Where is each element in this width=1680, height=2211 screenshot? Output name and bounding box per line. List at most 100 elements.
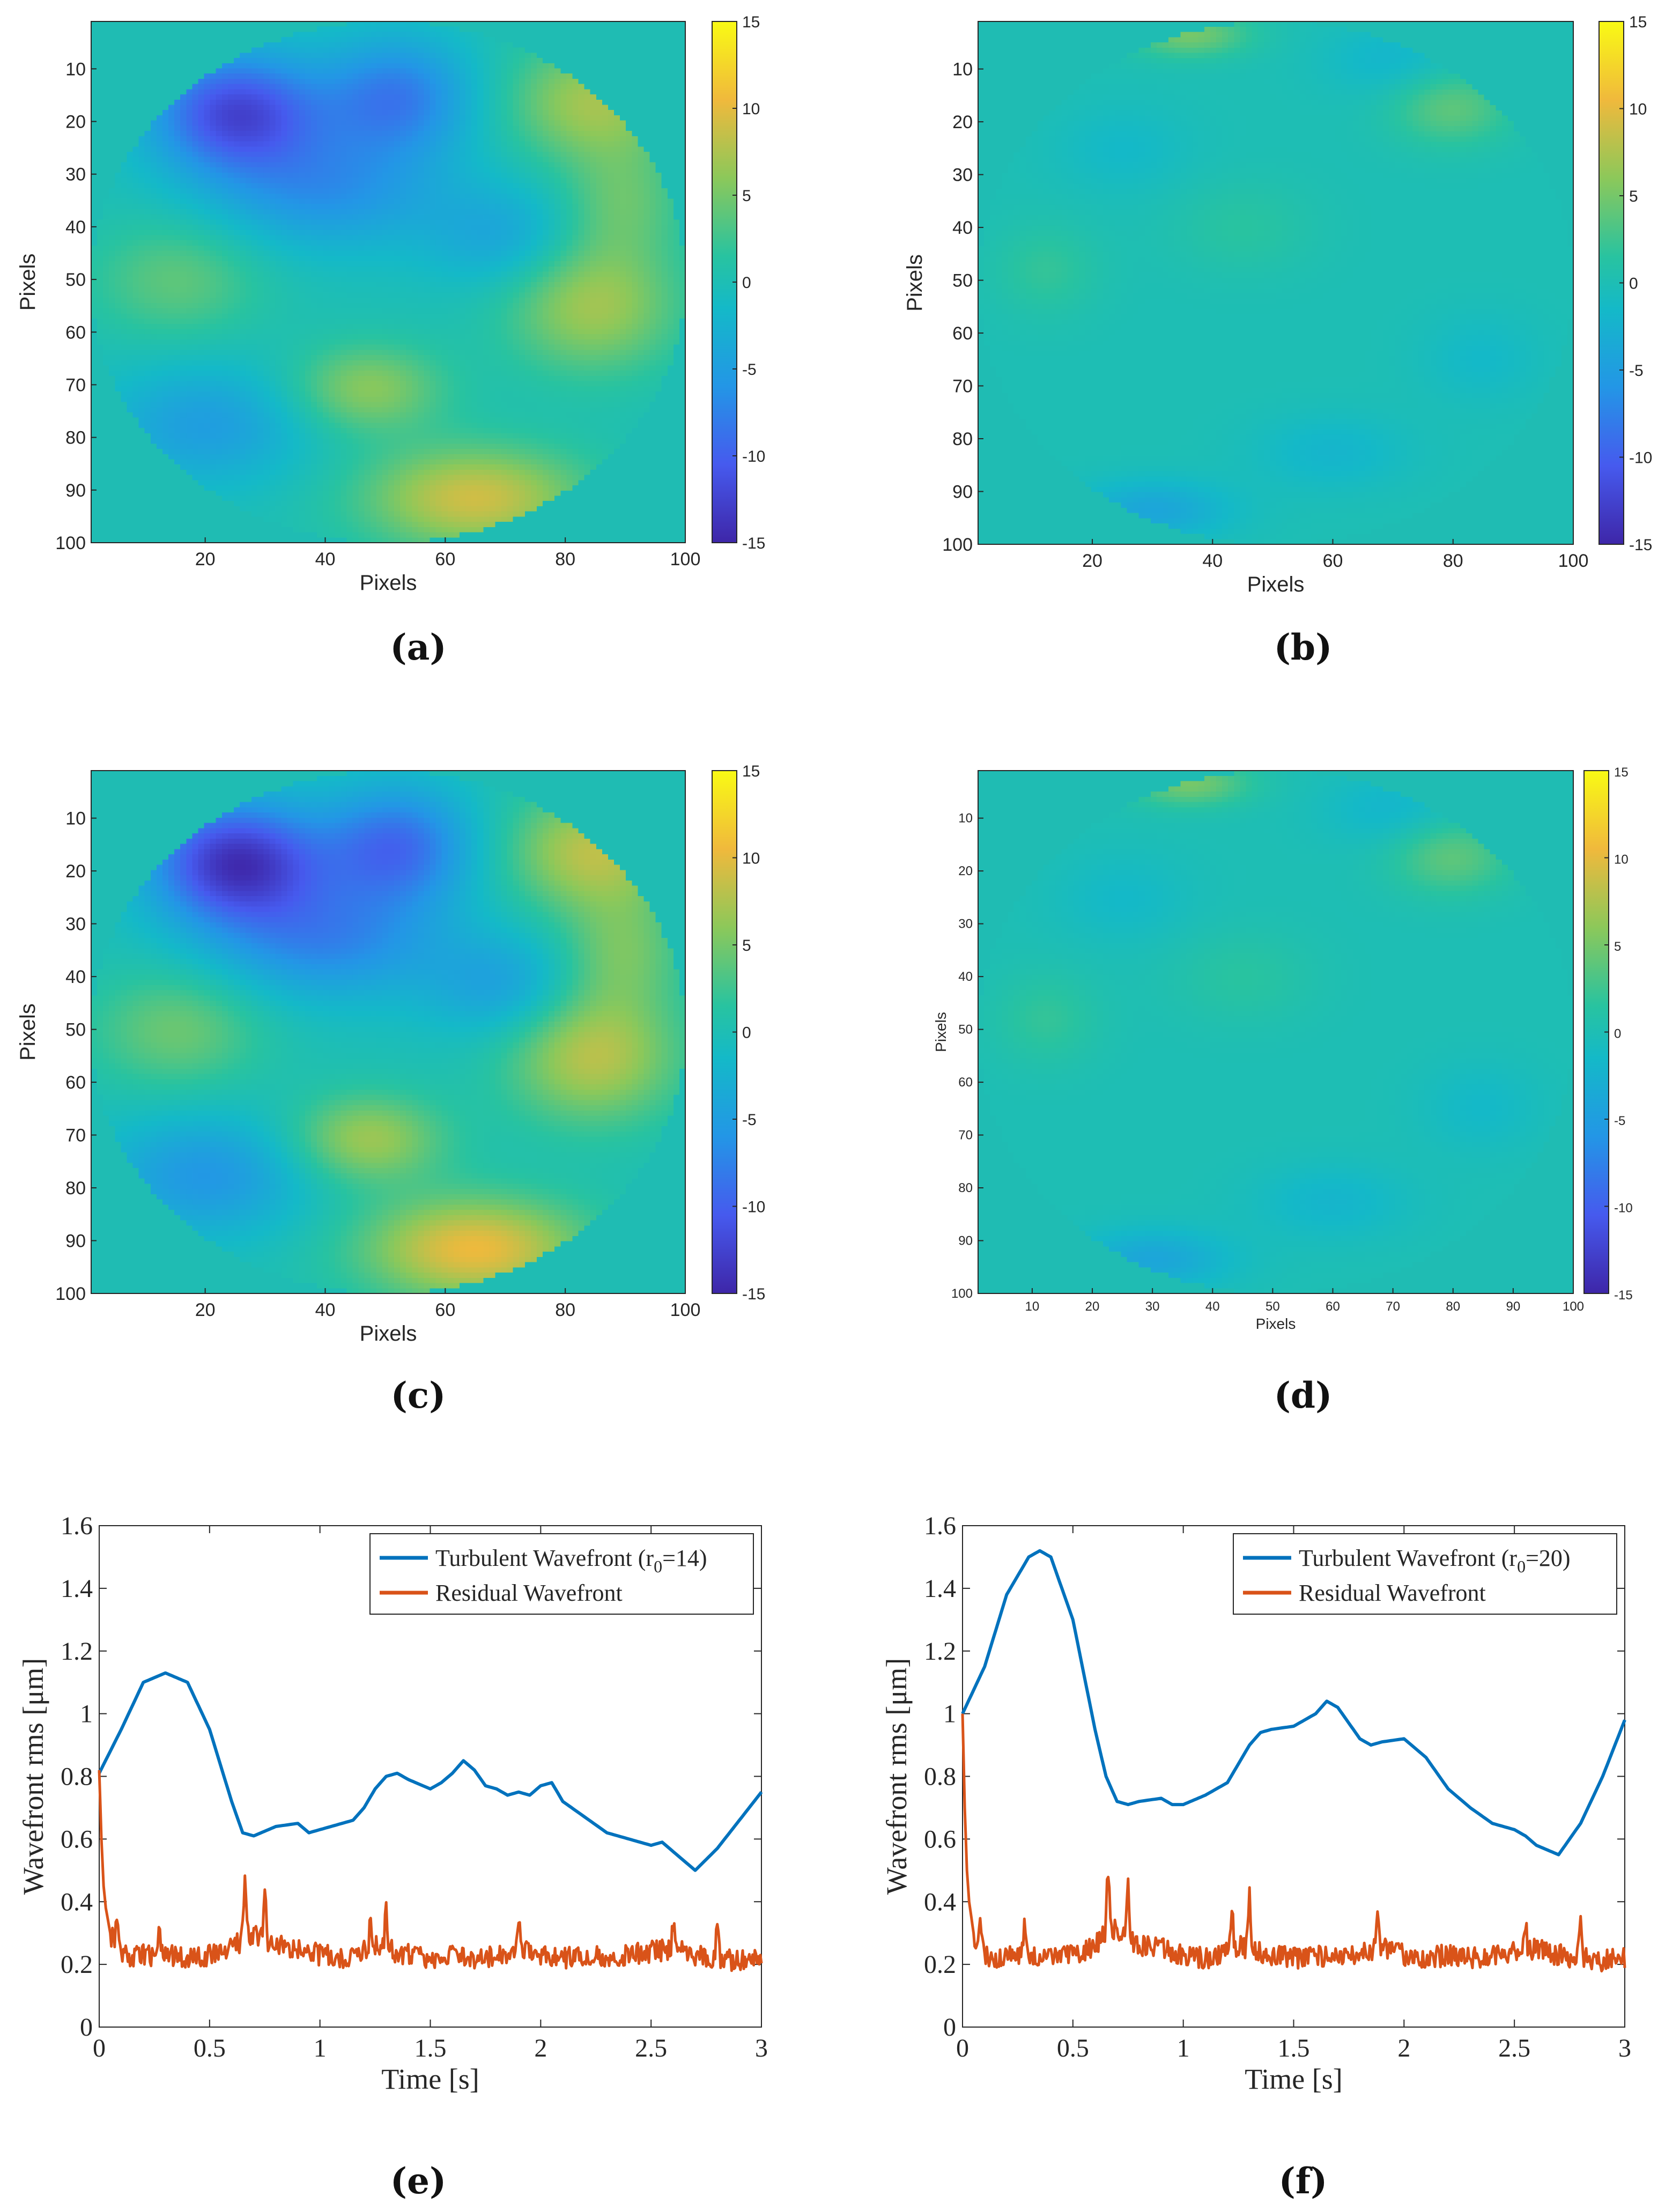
x-tick-label: 90 (1506, 1299, 1521, 1314)
colorbar-tick-label: -5 (742, 1111, 757, 1129)
colorbar-tick-label: 10 (1614, 853, 1629, 867)
y-tick-label: 100 (55, 533, 86, 553)
y-tick-label: 1.6 (61, 1512, 93, 1540)
colorbar-tick-label: 5 (742, 187, 751, 205)
x-tick-label: 100 (670, 1300, 701, 1320)
wavefront-disk (91, 21, 685, 543)
y-tick-label: 0.4 (61, 1888, 93, 1916)
y-tick-label: 0 (80, 2013, 93, 2042)
x-tick-label: 1 (314, 2034, 327, 2062)
colorbar-tick-label: 15 (742, 13, 760, 31)
y-tick-label: 80 (952, 429, 973, 449)
y-tick-label: 40 (65, 217, 86, 238)
y-tick-label: 10 (958, 811, 973, 826)
y-tick-label: 0.2 (61, 1950, 93, 1979)
axes-frame (91, 770, 686, 1294)
colorbar-tick-label: 15 (1629, 13, 1647, 31)
y-tick-label: 1.2 (924, 1637, 956, 1666)
y-tick-label: 0.6 (924, 1825, 956, 1853)
x-tick-label: 60 (435, 549, 455, 570)
y-axis-label: Wavefront rms [μm] (880, 1658, 913, 1895)
y-tick-label: 100 (951, 1286, 973, 1301)
legend-box (1233, 1533, 1617, 1615)
subfigure-label-e: (e) (390, 2160, 446, 2202)
y-tick-label: 90 (952, 482, 973, 502)
x-tick-label: 40 (1202, 551, 1223, 571)
x-tick-label: 60 (1326, 1299, 1340, 1314)
y-tick-label: 60 (65, 322, 86, 343)
y-tick-label: 90 (958, 1234, 973, 1248)
colorbar-tick-label: -15 (1629, 536, 1652, 554)
y-tick-label: 10 (65, 59, 86, 79)
x-tick-label: 0.5 (194, 2034, 226, 2062)
y-tick-label: 80 (65, 1178, 86, 1199)
colorbar-tick-label: 10 (1629, 101, 1647, 119)
y-tick-label: 50 (65, 1020, 86, 1040)
legend-label-1: Residual Wavefront (1299, 1580, 1486, 1606)
x-axis-label: Time [s] (381, 2063, 479, 2095)
axes-frame (91, 21, 686, 543)
subfigure-label-c: (c) (391, 1374, 446, 1416)
x-axis-label: Pixels (1256, 1315, 1296, 1332)
y-tick-label: 50 (952, 271, 973, 291)
heatmap-panel-c: 20 40 60 80 100102030405060708090100PixelsPi… (16, 763, 765, 1345)
y-tick-label: 60 (65, 1073, 86, 1093)
x-tick-label: 40 (315, 1300, 336, 1320)
x-tick-label: 70 (1386, 1299, 1400, 1314)
subfigure-label-d: (d) (1274, 1374, 1333, 1416)
colorbar-tick-label: 5 (1629, 188, 1638, 205)
wavefront-disk (978, 771, 1573, 1293)
x-tick-label: 50 (1265, 1299, 1280, 1314)
legend-label-0: Turbulent Wavefront (r0=20) (1299, 1545, 1571, 1576)
colorbar-tick-label: -10 (742, 1199, 765, 1216)
x-tick-label: 60 (435, 1300, 455, 1320)
y-axis-label: Pixels (16, 254, 40, 311)
x-tick-label: 20 (1085, 1299, 1100, 1314)
y-tick-label: 0.2 (924, 1950, 956, 1979)
y-axis-label: Wavefront rms [μm] (17, 1658, 49, 1895)
colorbar-tick-label: 10 (742, 850, 760, 868)
x-tick-label: 0 (93, 2034, 106, 2062)
colorbar-tick-label: -5 (742, 361, 757, 379)
series-line-1 (961, 1713, 1626, 1973)
colorbar-tick-label: -15 (742, 1285, 765, 1303)
y-tick-label: 40 (958, 970, 973, 984)
x-tick-label: 2 (534, 2034, 547, 2062)
y-tick-label: 60 (952, 323, 973, 344)
colorbar-tick-label: 5 (742, 937, 751, 955)
y-tick-label: 30 (65, 165, 86, 185)
x-tick-label: 0 (956, 2034, 969, 2062)
x-tick-label: 80 (1446, 1299, 1460, 1314)
y-axis-label: Pixels (903, 254, 927, 312)
y-tick-label: 10 (952, 60, 973, 80)
y-tick-label: 20 (958, 864, 973, 878)
colorbar-tick-label: -10 (1614, 1201, 1633, 1216)
y-tick-label: 0.4 (924, 1888, 956, 1916)
legend-label-1: Residual Wavefront (435, 1580, 623, 1606)
colorbar-tick-label: 0 (1614, 1027, 1621, 1041)
y-tick-label: 0 (943, 2013, 956, 2042)
wavefront-disk (91, 771, 685, 1293)
y-tick-label: 10 (65, 809, 86, 829)
heatmap-panel-d: 10 20 30 40 50 60 70 80 90 1001020304050607080901… (932, 765, 1633, 1332)
y-tick-label: 20 (65, 112, 86, 132)
x-tick-label: 1.5 (1278, 2034, 1310, 2062)
x-tick-label: 80 (555, 549, 575, 570)
legend-label-0: Turbulent Wavefront (r0=14) (435, 1545, 707, 1576)
y-tick-label: 30 (65, 914, 86, 935)
y-tick-label: 100 (942, 535, 973, 555)
x-tick-label: 20 (1082, 551, 1102, 571)
x-tick-label: 100 (1563, 1299, 1584, 1314)
colorbar-tick-label: -15 (742, 535, 765, 552)
y-tick-label: 1.6 (924, 1512, 956, 1540)
x-tick-label: 0.5 (1057, 2034, 1089, 2062)
line-panel-f: 0 0.5 1 1.5 2 2.5 3 0 0.2 0.4 0.6 0.8 1 1.2 1.4 1.6 Time… (880, 1512, 1631, 2095)
y-tick-label: 70 (952, 376, 973, 397)
colorbar-tick-label: -5 (1629, 362, 1644, 380)
y-tick-label: 50 (65, 270, 86, 290)
x-axis-label: Pixels (360, 571, 417, 595)
colorbar-tick-label: -10 (742, 448, 765, 465)
x-tick-label: 1.5 (415, 2034, 447, 2062)
y-tick-label: 100 (55, 1284, 86, 1304)
x-tick-label: 100 (1558, 551, 1589, 571)
